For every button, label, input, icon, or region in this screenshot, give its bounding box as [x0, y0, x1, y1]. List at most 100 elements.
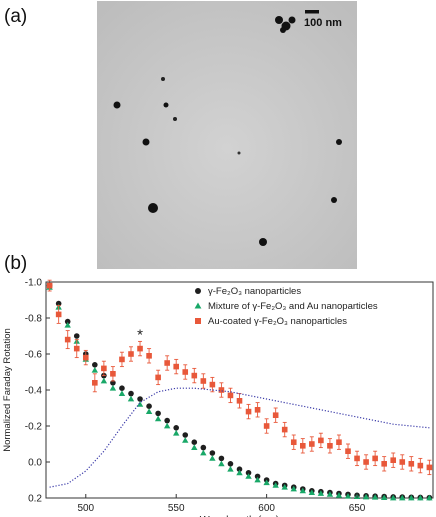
data-point-square: [327, 443, 333, 449]
data-point-circle: [227, 461, 234, 467]
data-point-square: [110, 371, 116, 377]
y-tick-label: 0.2: [28, 494, 42, 505]
data-point-circle: [254, 473, 261, 480]
data-point-triangle: [362, 493, 370, 500]
data-point-square: [381, 461, 387, 467]
data-point-triangle: [191, 444, 198, 450]
nanoparticle: [163, 102, 169, 108]
data-point-triangle: [417, 494, 424, 501]
data-point-square: [354, 455, 360, 462]
data-point-triangle: [200, 449, 207, 456]
data-point-triangle: [344, 493, 352, 499]
nanoparticle: [331, 197, 337, 203]
data-point-circle: [64, 318, 71, 325]
data-point-square: [164, 360, 170, 366]
nanoparticle: [161, 77, 165, 81]
data-point-triangle: [272, 482, 279, 488]
data-point-circle: [92, 362, 98, 368]
y-tick-label: -1.0: [25, 278, 43, 289]
legend-label: Mixture of γ-Fe₂O₃ and Au nanoparticles: [208, 301, 378, 312]
data-point-triangle: [371, 494, 379, 500]
annotation-star: *: [137, 327, 143, 344]
data-point-square: [209, 381, 216, 388]
data-point-triangle: [182, 437, 189, 443]
data-point-square: [191, 372, 198, 379]
data-point-circle: [137, 396, 143, 402]
data-point-triangle: [236, 469, 243, 476]
data-point-triangle: [163, 422, 171, 429]
data-point-triangle: [127, 395, 135, 402]
data-point-triangle: [136, 401, 144, 407]
legend-label: Au-coated γ-Fe₂O₃ nanoparticles: [208, 316, 347, 327]
x-tick-label: 600: [258, 503, 275, 514]
x-tick-label: 650: [349, 503, 366, 514]
data-point-square: [236, 398, 243, 404]
nanoparticle: [173, 117, 177, 121]
scale-bar: [305, 10, 319, 14]
nanoparticle: [259, 238, 267, 246]
panel-b-label: (b): [4, 253, 28, 274]
data-point-triangle: [317, 490, 325, 496]
x-tick-label: 550: [168, 503, 185, 514]
data-point-circle: [209, 450, 216, 456]
x-axis-label: Wavelength (nm): [200, 514, 280, 517]
data-point-circle: [119, 385, 125, 391]
data-point-square: [173, 363, 180, 370]
data-point-square: [137, 345, 143, 352]
data-point-square: [408, 461, 415, 467]
data-point-square: [417, 462, 424, 469]
legend-marker-triangle: [194, 302, 202, 309]
nanoparticle: [280, 27, 286, 33]
data-point-square: [336, 439, 342, 445]
scale-bar-label: 100 nm: [304, 17, 342, 29]
data-point-triangle: [335, 492, 343, 498]
data-point-circle: [218, 455, 225, 462]
faraday-rotation-chart: -1.0 -0.8 -0.6 -0.4 -0.2 0.0 0.2 500 550 600 650 Wa…: [2, 278, 434, 517]
data-point-square: [101, 365, 107, 372]
data-point-triangle: [218, 460, 225, 467]
nanoparticle: [113, 101, 121, 109]
data-point-triangle: [145, 408, 153, 414]
data-point-square: [92, 380, 98, 386]
data-point-circle: [200, 444, 207, 451]
data-point-triangle: [209, 455, 216, 461]
data-point-square: [119, 356, 125, 363]
y-axis-label: Normalized Faraday Rotation: [2, 328, 13, 452]
data-point-triangle: [245, 473, 252, 479]
data-point-circle: [155, 410, 161, 417]
data-point-circle: [128, 390, 134, 397]
data-point-triangle: [263, 479, 270, 486]
y-tick-label: -0.4: [25, 386, 43, 397]
nanoparticle: [336, 139, 342, 145]
data-point-square: [200, 378, 207, 384]
nanoparticle: [148, 203, 158, 213]
tem-micrograph: 100 nm: [97, 1, 357, 269]
data-point-circle: [236, 466, 243, 472]
data-point-square: [309, 441, 315, 447]
data-point-triangle: [408, 494, 415, 501]
data-point-triangle: [173, 430, 180, 436]
data-point-square: [281, 426, 288, 433]
legend-label: γ-Fe₂O₃ nanoparticles: [208, 286, 301, 297]
data-point-square: [254, 407, 261, 413]
data-point-triangle: [227, 466, 234, 472]
data-point-square: [263, 423, 270, 429]
data-point-circle: [73, 333, 80, 339]
data-point-triangle: [380, 494, 388, 501]
legend-marker-square: [195, 318, 201, 324]
nanoparticle: [142, 138, 150, 146]
data-point-triangle: [64, 322, 71, 328]
y-tick-label: 0.0: [28, 458, 42, 469]
data-point-triangle: [290, 485, 297, 492]
nanoparticle: [288, 16, 296, 24]
data-point-square: [146, 353, 152, 359]
tem-background: [97, 1, 357, 269]
data-point-triangle: [100, 377, 108, 384]
data-point-square: [245, 408, 252, 415]
data-point-circle: [146, 403, 152, 409]
data-point-square: [399, 459, 406, 465]
panel-a-label: (a): [4, 6, 28, 27]
data-point-square: [155, 374, 161, 381]
data-point-square: [426, 464, 433, 471]
data-point-square: [218, 387, 225, 393]
